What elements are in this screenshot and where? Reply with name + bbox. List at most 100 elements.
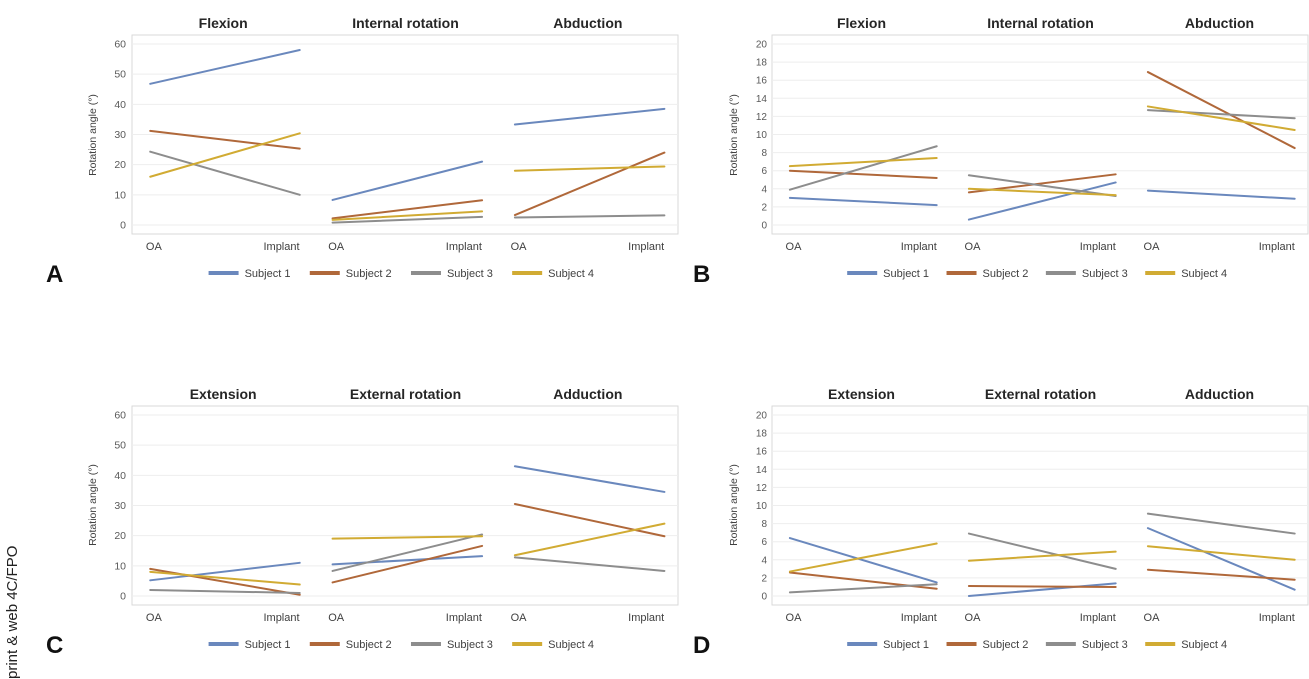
series-line-subject-1	[788, 537, 938, 584]
series-line-subject-1	[788, 196, 938, 207]
group-title: Extension	[190, 386, 257, 402]
group-title: Adduction	[553, 386, 622, 402]
series-line-subject-2	[149, 129, 301, 150]
panel-letter: D	[693, 632, 710, 659]
x-tick-label: OA	[328, 612, 345, 624]
legend-label: Subject 3	[1082, 639, 1128, 651]
x-tick-label: OA	[965, 612, 982, 624]
y-tick-label: 4	[761, 184, 767, 195]
side-note: print & web 4C/FPO	[4, 545, 21, 679]
y-tick-label: 20	[114, 159, 126, 171]
panel-letter: B	[693, 261, 710, 288]
panel-letter: A	[46, 261, 63, 288]
group-title: Flexion	[837, 15, 886, 31]
y-tick-label: 12	[756, 112, 768, 123]
series-line-subject-1	[967, 181, 1117, 221]
series-line-subject-4	[788, 157, 938, 168]
panel-letter: C	[46, 632, 63, 659]
y-tick-label: 10	[114, 560, 126, 572]
series-line-subject-1	[149, 561, 301, 582]
series-line-subject-4	[513, 165, 666, 172]
y-tick-label: 0	[761, 221, 767, 232]
y-tick-label: 40	[114, 470, 126, 482]
group-title: Flexion	[199, 15, 248, 31]
legend-label: Subject 3	[447, 639, 493, 651]
series-line-subject-3	[331, 215, 484, 224]
legend-label: Subject 2	[983, 268, 1029, 280]
series-line-subject-2	[967, 585, 1117, 588]
y-tick-label: 12	[756, 483, 768, 494]
y-tick-label: 60	[114, 39, 126, 51]
y-tick-label: 50	[114, 69, 126, 81]
series-line-subject-4	[331, 210, 484, 221]
series-line-subject-1	[149, 49, 301, 85]
series-line-subject-3	[1146, 109, 1296, 120]
chart-panel-a: 0 10 20 30 40 50 60 Rotation angle (°) Flexion OA…	[46, 15, 679, 288]
y-tick-label: 10	[756, 501, 768, 512]
x-tick-label: Implant	[628, 612, 664, 624]
series-line-subject-4	[1146, 105, 1296, 131]
x-tick-label: Implant	[446, 241, 482, 253]
x-tick-label: Implant	[901, 241, 937, 253]
series-line-subject-3	[1146, 512, 1296, 535]
y-tick-label: 18	[756, 429, 768, 440]
chart-panel-c: 0 10 20 30 40 50 60 Rotation angle (°) Extension…	[46, 386, 679, 659]
group-title: Internal rotation	[352, 15, 459, 31]
series-line-subject-2	[331, 199, 484, 220]
y-tick-label: 8	[761, 148, 767, 159]
x-tick-label: Implant	[1259, 612, 1295, 624]
group-title: Extension	[828, 386, 895, 402]
x-tick-label: OA	[786, 241, 803, 253]
x-tick-label: OA	[146, 612, 163, 624]
y-tick-label: 0	[761, 592, 767, 603]
y-tick-label: 6	[761, 166, 767, 177]
y-tick-label: 14	[756, 94, 768, 105]
series-line-subject-2	[331, 544, 484, 584]
legend-label: Subject 1	[883, 268, 929, 280]
series-line-subject-2	[513, 151, 666, 217]
y-tick-label: 0	[120, 591, 126, 603]
series-line-subject-3	[149, 588, 301, 594]
y-tick-label: 40	[114, 99, 126, 111]
legend-label: Subject 4	[548, 639, 594, 651]
y-tick-label: 2	[761, 573, 767, 584]
series-line-subject-1	[331, 555, 484, 566]
y-tick-label: 18	[756, 58, 768, 69]
legend-label: Subject 2	[346, 268, 392, 280]
y-tick-label: 50	[114, 440, 126, 452]
y-axis-label: Rotation angle (°)	[728, 464, 740, 546]
y-tick-label: 8	[761, 519, 767, 530]
y-tick-label: 0	[120, 220, 126, 232]
legend-label: Subject 4	[1181, 268, 1227, 280]
x-tick-label: Implant	[1080, 241, 1116, 253]
legend-label: Subject 1	[245, 268, 291, 280]
y-tick-label: 20	[756, 411, 768, 422]
series-line-subject-4	[967, 550, 1117, 562]
series-line-subject-2	[1146, 568, 1296, 581]
y-tick-label: 16	[756, 447, 768, 458]
series-line-subject-2	[1146, 71, 1296, 150]
series-line-subject-3	[967, 532, 1117, 570]
series-line-subject-3	[331, 533, 484, 572]
series-line-subject-3	[788, 145, 938, 191]
series-line-subject-4	[967, 187, 1117, 197]
y-tick-label: 20	[114, 530, 126, 542]
legend-label: Subject 4	[1181, 639, 1227, 651]
x-tick-label: OA	[1144, 612, 1161, 624]
y-tick-label: 4	[761, 555, 767, 566]
group-title: Adduction	[1185, 386, 1254, 402]
legend-label: Subject 1	[883, 639, 929, 651]
y-tick-label: 30	[114, 129, 126, 141]
y-tick-label: 14	[756, 465, 768, 476]
x-tick-label: Implant	[628, 241, 664, 253]
x-tick-label: Implant	[446, 612, 482, 624]
x-tick-label: OA	[511, 241, 528, 253]
series-line-subject-3	[513, 214, 666, 219]
series-line-subject-1	[1146, 189, 1296, 200]
series-line-subject-1	[513, 107, 666, 126]
group-title: External rotation	[350, 386, 461, 402]
series-line-subject-4	[513, 522, 666, 557]
series-line-subject-2	[513, 502, 666, 538]
x-tick-label: OA	[1144, 241, 1161, 253]
